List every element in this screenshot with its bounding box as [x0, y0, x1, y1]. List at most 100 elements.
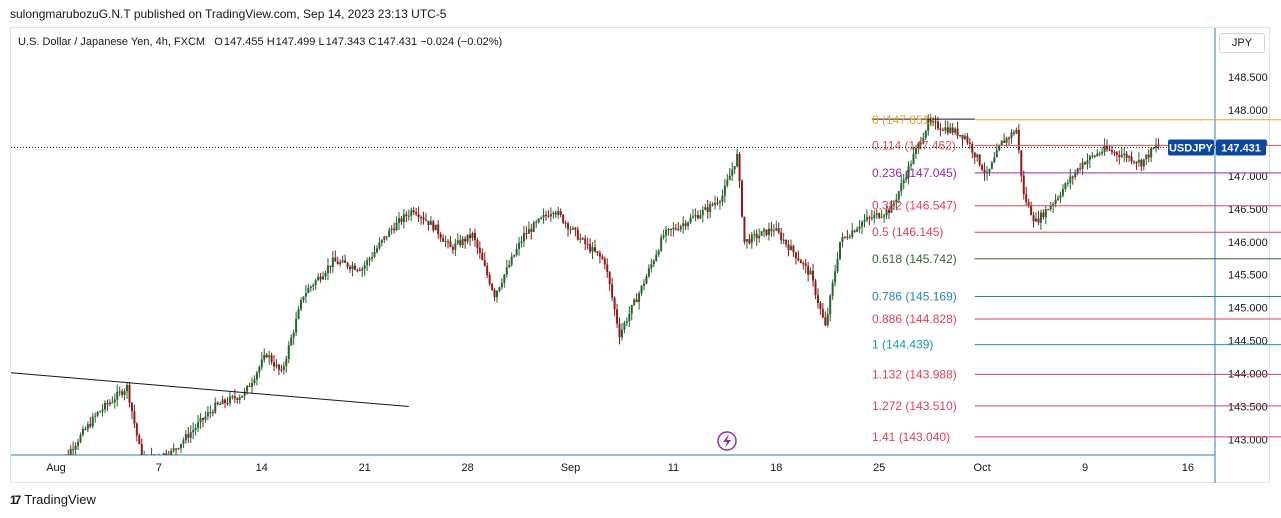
x-tick-label: Sep [561, 462, 581, 474]
candle-body [388, 230, 391, 237]
candle-body [1049, 205, 1052, 210]
high-label: H [266, 36, 275, 48]
candle-body [1133, 161, 1135, 163]
candle-body [508, 264, 511, 268]
candle-body [522, 233, 525, 242]
candle-body [826, 314, 829, 326]
candle-body [86, 424, 89, 430]
candle-body [135, 423, 138, 436]
candle-body [206, 412, 209, 417]
candle-body [277, 364, 280, 370]
candle-body [170, 450, 173, 455]
candle-body [851, 230, 854, 237]
candle-body [674, 227, 677, 230]
candle-body [238, 397, 241, 400]
candle-body [554, 212, 557, 215]
candle-body [449, 241, 452, 248]
candle-body [934, 121, 937, 123]
candle-body [949, 127, 952, 133]
candle-body [464, 238, 467, 242]
candle-body [121, 391, 124, 395]
candle-body [807, 265, 810, 275]
candle-body [187, 434, 190, 438]
candle-body [608, 271, 611, 285]
candle-body [312, 285, 315, 287]
candle-body [469, 234, 472, 239]
candle-body [549, 213, 552, 217]
candle-body [1030, 205, 1033, 216]
candle-body [454, 243, 457, 250]
candle-body [1064, 183, 1067, 190]
candle-body [1000, 140, 1003, 146]
candle-body [743, 216, 746, 242]
candle-body [243, 391, 246, 396]
tradingview-footer[interactable]: 17 TradingView [10, 492, 96, 507]
candle-body [498, 287, 501, 291]
candle-body [767, 228, 770, 236]
candle-body [777, 228, 780, 233]
candle-body [231, 396, 234, 398]
y-tick-label: 146.500 [1228, 204, 1268, 216]
symbol-title: U.S. Dollar / Japanese Yen, 4h, FXCM [18, 36, 206, 48]
candle-body [518, 242, 521, 249]
candle-body [586, 243, 589, 245]
candle-body [366, 260, 369, 266]
candle-body [1130, 156, 1133, 162]
candle-body [1140, 159, 1143, 167]
candle-body [108, 402, 111, 405]
candle-body [1069, 176, 1072, 183]
candle-body [718, 201, 721, 203]
candle-body [564, 222, 567, 224]
candle-body [527, 229, 530, 234]
candle-body [603, 258, 606, 265]
candle-body [1015, 129, 1018, 134]
symbol-legend: U.S. Dollar / Japanese Yen, 4h, FXCM O 14… [18, 36, 502, 48]
candle-body [297, 309, 300, 319]
candle-body [248, 385, 251, 387]
candle-body [559, 211, 562, 215]
candle-body [253, 379, 256, 384]
chart-pane[interactable] [10, 27, 1270, 483]
candle-body [623, 322, 626, 330]
candle-body [760, 231, 763, 236]
candle-body [684, 223, 687, 226]
candle-body [571, 227, 574, 230]
candle-body [375, 248, 378, 252]
last-price-badge [1216, 139, 1266, 156]
candle-body [471, 233, 474, 239]
candle-body [251, 383, 253, 387]
candle-body [295, 318, 298, 333]
brand-name: TradingView [24, 492, 96, 507]
lower-trendline[interactable] [0, 370, 409, 408]
candle-body [944, 127, 947, 131]
y-tick-label: 145.500 [1228, 270, 1268, 282]
candle-body [976, 154, 979, 158]
high-value: 147.499 [275, 36, 316, 48]
candle-body [260, 359, 263, 368]
candle-body [839, 241, 841, 259]
candle-body [525, 233, 528, 235]
open-label: O [214, 36, 223, 48]
candle-body [216, 402, 219, 405]
candle-body [770, 228, 773, 231]
candle-body [853, 230, 856, 232]
candle-body [721, 195, 724, 202]
candle-body [69, 448, 72, 455]
candle-body [750, 234, 753, 244]
candle-body [843, 236, 846, 238]
candle-body [885, 209, 888, 216]
candle-body [763, 229, 766, 232]
candle-body [148, 456, 150, 461]
candle-body [1135, 162, 1138, 164]
candle-body [831, 282, 834, 296]
currency-button[interactable]: JPY [1219, 33, 1265, 53]
candle-body [336, 261, 339, 265]
candle-body [285, 358, 288, 367]
candle-body [432, 221, 435, 231]
candle-body [902, 179, 905, 184]
candle-body [856, 228, 859, 232]
candle-body [175, 448, 178, 450]
candle-body [158, 456, 160, 457]
candle-body [589, 244, 592, 252]
